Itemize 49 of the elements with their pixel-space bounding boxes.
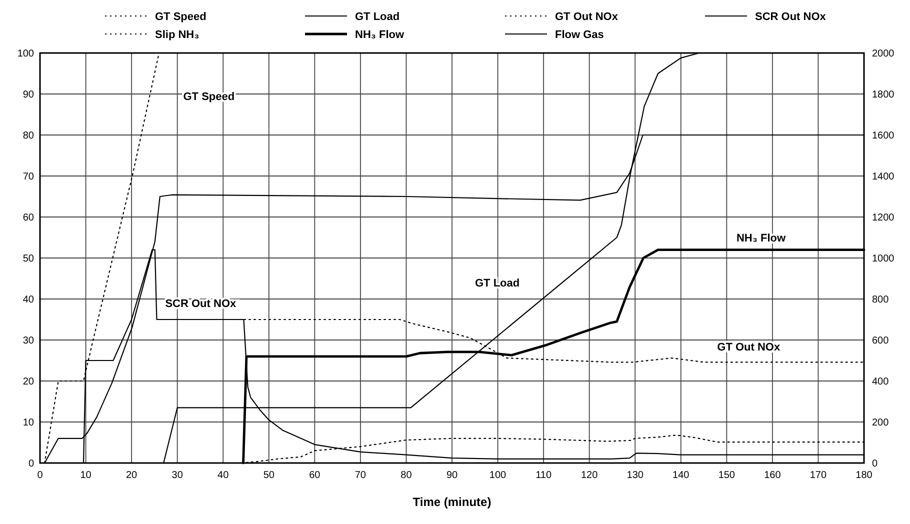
legend-label: Flow Gas	[555, 29, 604, 41]
y2-tick-label: 400	[872, 376, 890, 388]
x-tick-label: 150	[718, 470, 736, 481]
legend-label: NH₃ Flow	[355, 29, 405, 41]
y2-tick-label: 200	[872, 418, 890, 428]
y-tick-label: 0	[28, 458, 34, 470]
y2-tick-label: 1200	[872, 212, 895, 224]
x-tick-label: 110	[536, 470, 552, 481]
legend-label: GT Load	[355, 11, 400, 23]
y-tick-label: 20	[22, 376, 34, 388]
x-tick-label: 90	[446, 470, 458, 481]
x-tick-label: 80	[400, 470, 412, 481]
y2-tick-label: 1600	[872, 130, 895, 142]
y-tick-label: 50	[22, 254, 34, 264]
y-tick-label: 70	[22, 172, 34, 182]
legend-label: GT Out NOx	[555, 11, 619, 23]
y2-tick-label: 1000	[872, 254, 895, 264]
x-tick-label: 120	[580, 470, 598, 481]
legend-label: Slip NH₃	[155, 29, 200, 41]
x-tick-label: 180	[856, 470, 873, 481]
x-tick-label: 100	[489, 470, 507, 481]
x-tick-label: 0	[37, 470, 44, 481]
y2-tick-label: 0	[872, 458, 878, 470]
x-tick-label: 40	[218, 470, 230, 481]
x-tick-label: 30	[172, 470, 184, 481]
y-tick-label: 30	[22, 336, 34, 346]
x-tick-label: 10	[80, 470, 92, 481]
y-tick-label: 80	[22, 130, 34, 142]
y-tick-label: 40	[22, 294, 34, 306]
x-tick-label: 130	[626, 470, 644, 481]
x-tick-label: 60	[309, 470, 321, 481]
y-tick-label: 10	[22, 418, 34, 428]
x-tick-label: 170	[810, 470, 827, 481]
legend-label: GT Speed	[155, 11, 206, 23]
y2-tick-label: 1800	[872, 90, 895, 100]
x-tick-label: 20	[126, 470, 138, 481]
x-tick-label: 160	[764, 470, 782, 481]
y-tick-label: 90	[22, 90, 34, 100]
y2-tick-label: 800	[872, 294, 890, 306]
y2-tick-label: 1400	[872, 172, 895, 182]
x-tick-label: 50	[263, 470, 275, 481]
x-axis-title: Time (minute)	[412, 495, 492, 509]
x-tick-label: 70	[354, 470, 366, 481]
x-tick-label: 140	[672, 470, 690, 481]
legend-label: SCR Out NOx	[755, 11, 827, 23]
y2-tick-label: 2000	[872, 48, 895, 60]
y2-tick-label: 600	[872, 336, 890, 346]
y-tick-label: 100	[17, 48, 34, 60]
y-tick-label: 60	[22, 212, 34, 224]
